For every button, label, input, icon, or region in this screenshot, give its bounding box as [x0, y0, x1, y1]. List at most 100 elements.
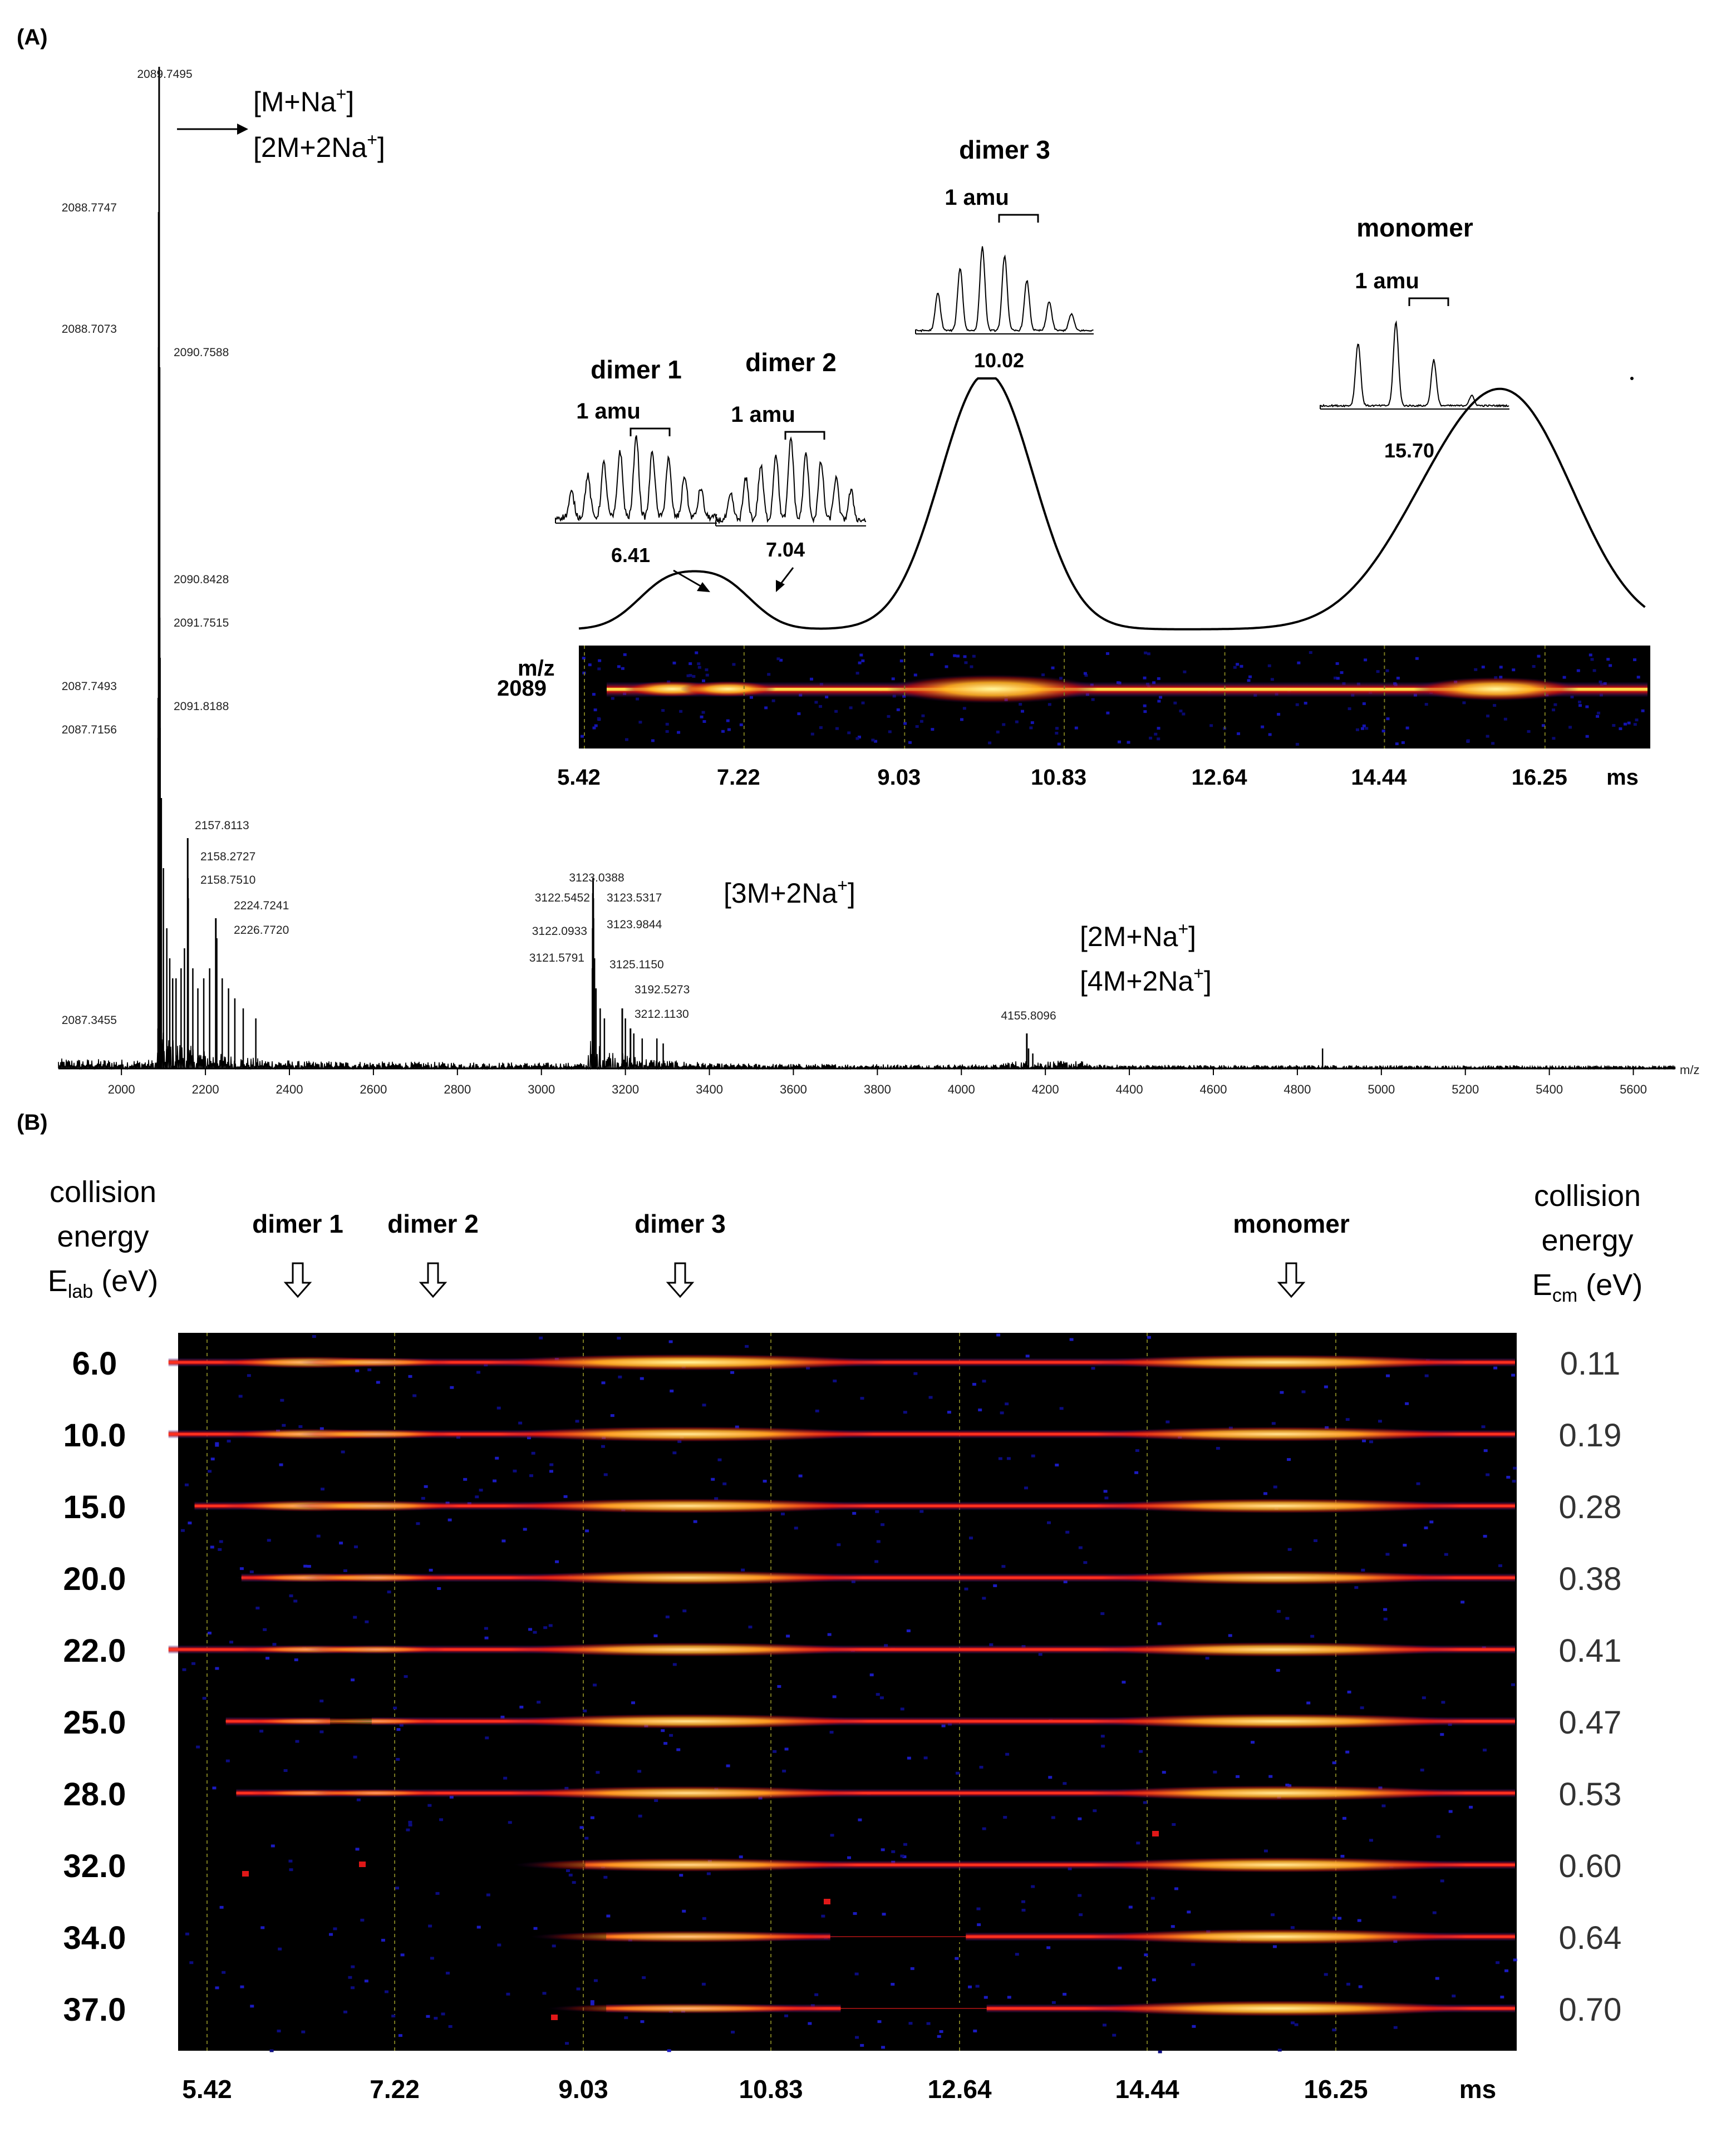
noise-pixel	[692, 674, 696, 678]
noise-pixel	[353, 1616, 357, 1619]
peak-label: 3125.1150	[609, 958, 664, 971]
noise-pixel	[976, 1907, 981, 1910]
noise-pixel	[977, 1923, 981, 1927]
row-core	[606, 2007, 1515, 2010]
noise-pixel	[1055, 731, 1059, 735]
noise-pixel	[1236, 1775, 1240, 1778]
noise-pixel	[797, 712, 801, 716]
peak-label: 3192.5273	[635, 983, 690, 996]
noise-pixel	[597, 717, 601, 720]
noise-pixel	[1405, 726, 1409, 730]
noise-pixel	[874, 1560, 879, 1563]
svg-text:Ecm (eV): Ecm (eV)	[1532, 1268, 1642, 1306]
noise-pixel	[592, 726, 596, 730]
noise-pixel	[1051, 666, 1055, 669]
noise-pixel	[1038, 1653, 1042, 1656]
noise-pixel	[1429, 1520, 1434, 1524]
species-label: dimer 3	[635, 1209, 726, 1238]
noise-pixel	[1633, 723, 1637, 726]
noise-pixel	[964, 1587, 968, 1591]
noise-pixel	[982, 1827, 986, 1830]
noise-pixel	[1578, 700, 1582, 703]
noise-pixel	[1381, 730, 1385, 733]
noise-pixel	[1031, 1454, 1035, 1457]
noise-pixel	[293, 1599, 298, 1603]
noise-pixel	[1276, 1609, 1281, 1613]
noise-pixel	[824, 1899, 830, 1904]
noise-pixel	[919, 1510, 924, 1513]
inset-x-tick-label: 14.44	[1351, 765, 1407, 790]
noise-pixel	[1493, 704, 1497, 707]
noise-pixel	[855, 737, 859, 740]
noise-pixel	[1585, 705, 1589, 708]
noise-pixel	[506, 1992, 510, 1996]
noise-pixel	[1228, 1634, 1232, 1637]
noise-pixel	[278, 1947, 282, 1951]
heatmap-row	[514, 1857, 1515, 1873]
noise-pixel	[794, 1527, 798, 1530]
noise-pixel	[1287, 1548, 1292, 1551]
noise-pixel	[1118, 1966, 1122, 1969]
noise-pixel	[900, 1854, 904, 1858]
noise-pixel	[1462, 701, 1466, 705]
noise-pixel	[701, 679, 705, 682]
row-hotspot	[1095, 1426, 1463, 1442]
noise-pixel	[814, 1993, 819, 1996]
noise-pixel	[229, 1641, 234, 1644]
noise-pixel	[1295, 703, 1299, 706]
noise-pixel	[1424, 1374, 1429, 1377]
noise-pixel	[316, 1534, 321, 1538]
noise-pixel	[1619, 727, 1622, 730]
noise-pixel	[396, 1757, 400, 1761]
svg-text:collision: collision	[50, 1175, 156, 1209]
amu-label: 1 amu	[576, 399, 641, 424]
noise-pixel	[1357, 1919, 1361, 1922]
elab-value: 28.0	[63, 1776, 126, 1813]
x-tick-label: 4600	[1200, 1082, 1227, 1096]
noise-pixel	[956, 654, 960, 658]
noise-pixel	[1641, 709, 1645, 712]
noise-pixel	[356, 1798, 361, 1801]
noise-pixel	[542, 1992, 547, 1995]
noise-pixel	[1187, 1910, 1191, 1914]
noise-pixel	[1127, 741, 1130, 744]
noise-pixel	[416, 1522, 420, 1525]
elab-value: 32.0	[63, 1848, 126, 1884]
noise-pixel	[484, 1627, 488, 1630]
noise-pixel	[1019, 703, 1022, 706]
arrow-icon	[697, 582, 710, 592]
noise-pixel	[773, 1750, 777, 1753]
noise-pixel	[638, 1814, 642, 1818]
noise-pixel	[700, 715, 704, 718]
ecm-value: 0.64	[1559, 1920, 1622, 1956]
noise-pixel	[398, 2034, 402, 2037]
noise-pixel	[476, 1926, 481, 1929]
arrival-time-value: 15.70	[1384, 439, 1434, 462]
noise-pixel	[852, 1511, 857, 1515]
noise-pixel	[355, 1369, 360, 1372]
x-tick-label: 3600	[780, 1082, 807, 1096]
noise-pixel	[207, 1631, 212, 1634]
noise-pixel	[1021, 1900, 1026, 1903]
row-hotspot	[292, 1500, 460, 1511]
noise-pixel	[1385, 669, 1389, 672]
noise-pixel	[400, 1953, 405, 1957]
noise-pixel	[726, 719, 730, 722]
noise-pixel	[663, 1742, 668, 1745]
noise-pixel	[1084, 674, 1088, 677]
noise-pixel	[877, 2020, 882, 2023]
noise-pixel	[782, 1769, 786, 1772]
noise-pixel	[1420, 1769, 1424, 1772]
peak-label: 3123.9844	[607, 918, 662, 931]
noise-pixel	[476, 1371, 480, 1374]
noise-pixel	[640, 1377, 644, 1380]
noise-pixel	[351, 1678, 355, 1682]
noise-pixel	[1592, 669, 1596, 672]
noise-pixel	[871, 738, 875, 742]
noise-pixel	[1247, 679, 1251, 682]
noise-pixel	[1233, 666, 1237, 669]
noise-pixel	[1100, 1612, 1105, 1616]
noise-pixel	[677, 731, 681, 734]
noise-pixel	[592, 693, 596, 696]
svg-text:[2M+2Na+]: [2M+2Na+]	[253, 130, 385, 163]
